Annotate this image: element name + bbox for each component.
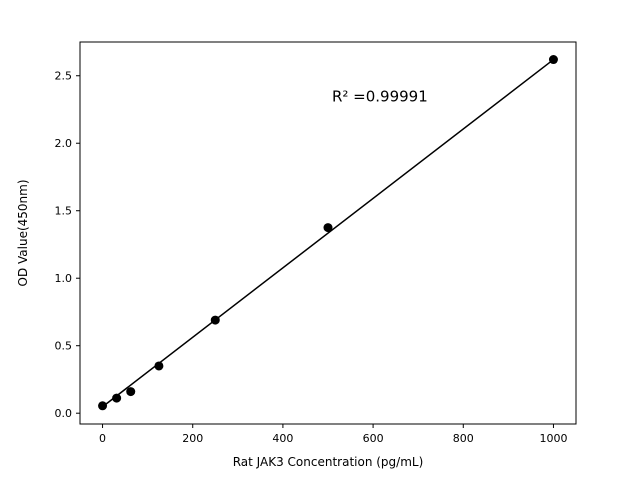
y-tick-label: 0.5 [55, 340, 73, 353]
x-axis-label: Rat JAK3 Concentration (pg/mL) [233, 455, 424, 469]
data-point [548, 55, 558, 65]
x-tick-label: 800 [453, 432, 474, 445]
y-tick-label: 1.5 [55, 205, 73, 218]
fit-line [102, 58, 554, 408]
plot-frame [79, 41, 577, 425]
data-point [323, 223, 333, 233]
x-tick-label: 0 [99, 432, 106, 445]
y-axis-label: OD Value(450nm) [16, 179, 30, 286]
y-tick-label: 1.0 [55, 272, 73, 285]
x-tick-label: 600 [363, 432, 384, 445]
data-point [112, 393, 122, 403]
r-squared-annotation: R² =0.99991 [332, 87, 428, 105]
x-tick-label: 1000 [539, 432, 567, 445]
data-point [210, 315, 220, 325]
data-point [98, 401, 108, 411]
x-tick-label: 400 [272, 432, 293, 445]
y-tick-label: 0.0 [55, 407, 73, 420]
x-tick-label: 200 [182, 432, 203, 445]
data-point [126, 387, 136, 397]
y-tick-label: 2.5 [55, 70, 73, 83]
data-point [154, 361, 164, 371]
y-tick-label: 2.0 [55, 137, 73, 150]
